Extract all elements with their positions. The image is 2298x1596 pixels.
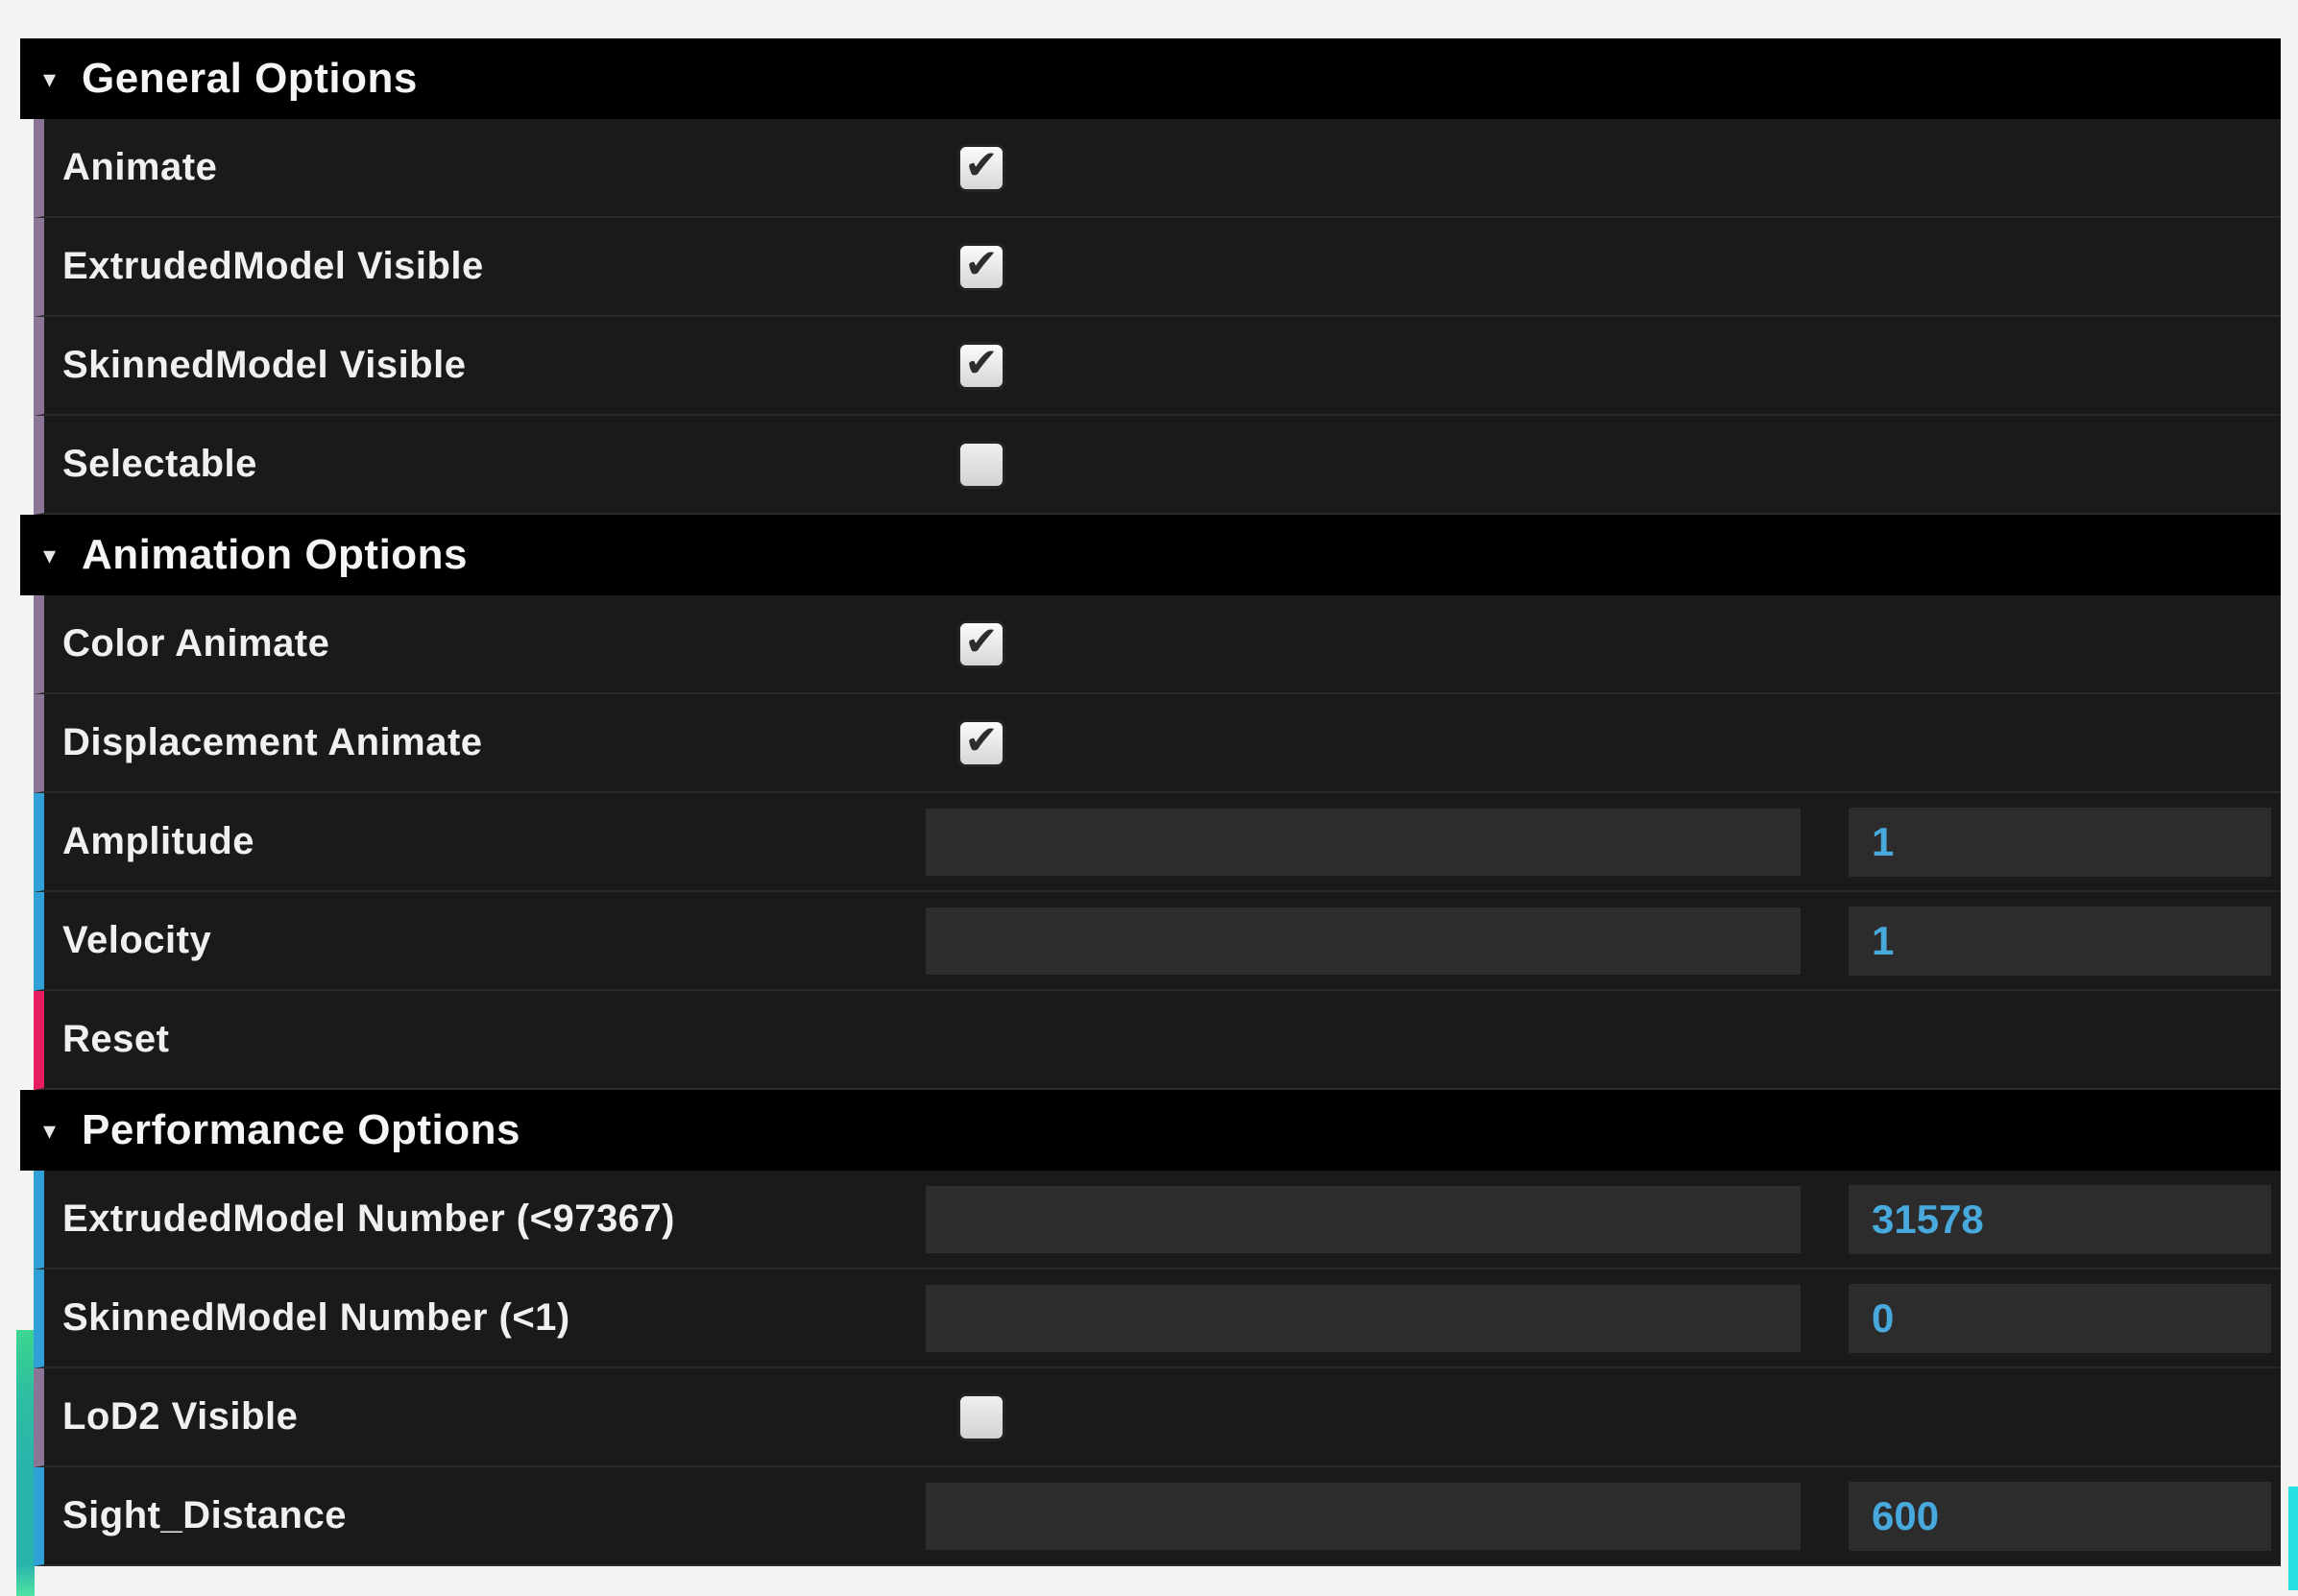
checkbox-row: Displacement Animate ✔ <box>34 694 2281 793</box>
slider-track[interactable] <box>926 1185 1801 1253</box>
row-label: Color Animate <box>62 622 330 665</box>
row-label: SkinnedModel Number (<1) <box>62 1296 570 1339</box>
row-label: ExtrudedModel Number (<97367) <box>62 1197 675 1240</box>
row-label: Selectable <box>62 443 257 485</box>
function-button-row[interactable]: Reset <box>34 991 2281 1090</box>
slider-row: Sight_Distance 600 <box>34 1467 2281 1566</box>
slider-track[interactable] <box>926 808 1801 876</box>
value-input[interactable]: 0 <box>1849 1283 2271 1353</box>
checkbox[interactable] <box>957 1392 1005 1441</box>
row-label: Velocity <box>62 919 212 961</box>
section-header[interactable]: ▾ Performance Options <box>20 1090 2281 1171</box>
row-label: ExtrudedModel Visible <box>62 245 484 287</box>
checkbox[interactable]: ✔ <box>957 617 1005 668</box>
section-rows: Animate ✔ ExtrudedModel Visible ✔ Skinne… <box>34 119 2281 515</box>
checkmark-icon: ✔ <box>964 339 999 385</box>
slider-row: ExtrudedModel Number (<97367) 31578 <box>34 1171 2281 1270</box>
checkmark-icon: ✔ <box>964 617 999 664</box>
row-label: SkinnedModel Visible <box>62 344 467 386</box>
checkbox-row: Selectable <box>34 416 2281 515</box>
checkbox-row: SkinnedModel Visible ✔ <box>34 317 2281 416</box>
row-label: Amplitude <box>62 820 255 862</box>
panel-section: ▾ Animation Options Color Animate ✔ Disp… <box>20 515 2281 1090</box>
section-title: Animation Options <box>82 531 469 578</box>
checkbox-row: ExtrudedModel Visible ✔ <box>34 218 2281 317</box>
panel-section: ▾ General Options Animate ✔ ExtrudedMode… <box>20 38 2281 515</box>
section-rows: Color Animate ✔ Displacement Animate ✔ A… <box>34 595 2281 1090</box>
row-label: Sight_Distance <box>62 1494 347 1536</box>
slider-row: Velocity 1 <box>34 892 2281 991</box>
row-label: Reset <box>62 1018 170 1060</box>
checkbox[interactable]: ✔ <box>957 141 1005 192</box>
value-input[interactable]: 31578 <box>1849 1184 2271 1254</box>
slider-track[interactable] <box>926 1284 1801 1352</box>
section-header[interactable]: ▾ Animation Options <box>20 515 2281 595</box>
collapse-arrow-icon: ▾ <box>43 1116 57 1145</box>
checkbox[interactable]: ✔ <box>957 240 1005 291</box>
collapse-arrow-icon: ▾ <box>43 64 57 93</box>
control-panel: ▾ General Options Animate ✔ ExtrudedMode… <box>20 38 2281 1566</box>
checkbox[interactable]: ✔ <box>957 339 1005 390</box>
row-label: LoD2 Visible <box>62 1395 299 1438</box>
row-label: Animate <box>62 146 218 188</box>
value-input[interactable]: 1 <box>1849 906 2271 976</box>
slider-row: Amplitude 1 <box>34 793 2281 892</box>
section-title: Performance Options <box>82 1106 520 1153</box>
section-rows: ExtrudedModel Number (<97367) 31578 Skin… <box>34 1171 2281 1566</box>
checkmark-icon: ✔ <box>964 240 999 286</box>
value-input[interactable]: 1 <box>1849 807 2271 877</box>
value-input[interactable]: 600 <box>1849 1481 2271 1551</box>
section-header[interactable]: ▾ General Options <box>20 38 2281 119</box>
slider-row: SkinnedModel Number (<1) 0 <box>34 1270 2281 1368</box>
checkbox-row: Animate ✔ <box>34 119 2281 218</box>
checkbox[interactable]: ✔ <box>957 716 1005 767</box>
checkbox-row: LoD2 Visible <box>34 1368 2281 1467</box>
checkmark-icon: ✔ <box>964 716 999 762</box>
slider-track[interactable] <box>926 1482 1801 1550</box>
section-title: General Options <box>82 55 418 102</box>
row-label: Displacement Animate <box>62 721 483 763</box>
checkmark-icon: ✔ <box>964 141 999 187</box>
checkbox[interactable] <box>957 440 1005 489</box>
panel-section: ▾ Performance Options ExtrudedModel Numb… <box>20 1090 2281 1566</box>
scene-accent-right <box>2288 1487 2298 1590</box>
scene-accent-left <box>16 1330 35 1596</box>
collapse-arrow-icon: ▾ <box>43 541 57 569</box>
checkbox-row: Color Animate ✔ <box>34 595 2281 694</box>
slider-track[interactable] <box>926 907 1801 975</box>
